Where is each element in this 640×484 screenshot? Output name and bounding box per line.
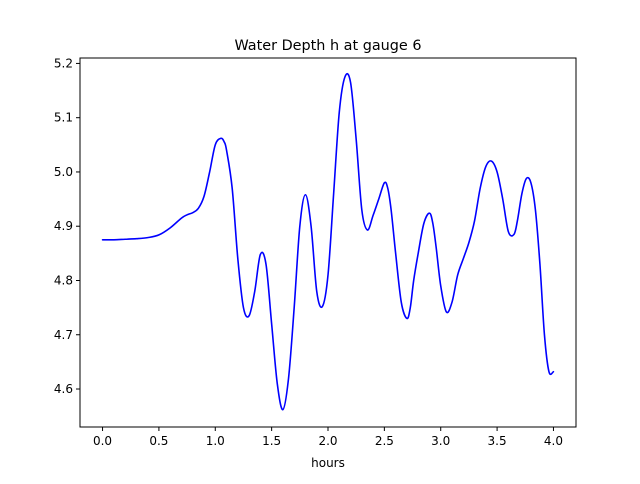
- x-axis: 0.0 0.5 1.0 1.5 2.0 2.5 3.0 3.5 4.0: [93, 427, 563, 448]
- x-axis-label: hours: [311, 456, 345, 470]
- y-tick-label: 4.8: [54, 273, 73, 287]
- y-axis: 4.6 4.7 4.8 4.9 5.0 5.1 5.2: [54, 56, 80, 396]
- x-tick-label: 4.0: [544, 434, 563, 448]
- x-tick-label: 3.0: [431, 434, 450, 448]
- y-tick-label: 5.0: [54, 165, 73, 179]
- x-tick-label: 2.5: [375, 434, 394, 448]
- x-tick-label: 0.0: [93, 434, 112, 448]
- x-tick-label: 0.5: [149, 434, 168, 448]
- y-tick-label: 5.1: [54, 111, 73, 125]
- x-tick-label: 1.0: [206, 434, 225, 448]
- x-tick-label: 3.5: [488, 434, 507, 448]
- y-tick-label: 4.7: [54, 328, 73, 342]
- x-tick-label: 1.5: [262, 434, 281, 448]
- y-tick-label: 5.2: [54, 56, 73, 70]
- series-line: [101, 72, 555, 411]
- y-tick-label: 4.9: [54, 219, 73, 233]
- chart-title: Water Depth h at gauge 6: [234, 38, 421, 54]
- y-tick-label: 4.6: [54, 382, 73, 396]
- x-tick-label: 2.0: [318, 434, 337, 448]
